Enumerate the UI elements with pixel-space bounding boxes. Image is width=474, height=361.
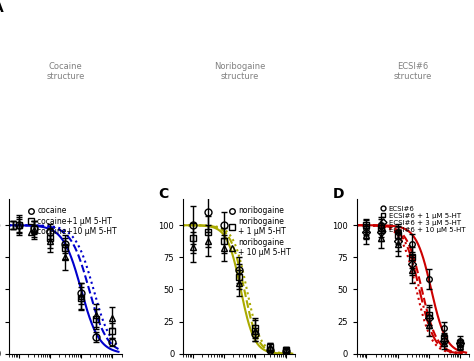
Text: D: D <box>332 187 344 201</box>
Legend: noribogaine, noribogaine
+ 1 μM 5-HT, noribogaine
+ 10 μM 5-HT: noribogaine, noribogaine + 1 μM 5-HT, no… <box>225 203 294 260</box>
Legend: cocaine, cocaine+1 μM 5-HT, cocaine+10 μM 5-HT: cocaine, cocaine+1 μM 5-HT, cocaine+10 μ… <box>24 203 120 239</box>
Text: Noribogaine
structure: Noribogaine structure <box>214 62 265 81</box>
Text: Cocaine
structure: Cocaine structure <box>46 62 85 81</box>
Text: A: A <box>0 1 3 15</box>
Text: C: C <box>159 187 169 201</box>
Legend: ECSI#6, ECSI#6 + 1 μM 5-HT, ECSI#6 + 3 μM 5-HT, ECSI#6 + 10 μM 5-HT: ECSI#6, ECSI#6 + 1 μM 5-HT, ECSI#6 + 3 μ… <box>377 203 468 236</box>
Text: ECSI#6
structure: ECSI#6 structure <box>394 62 432 81</box>
